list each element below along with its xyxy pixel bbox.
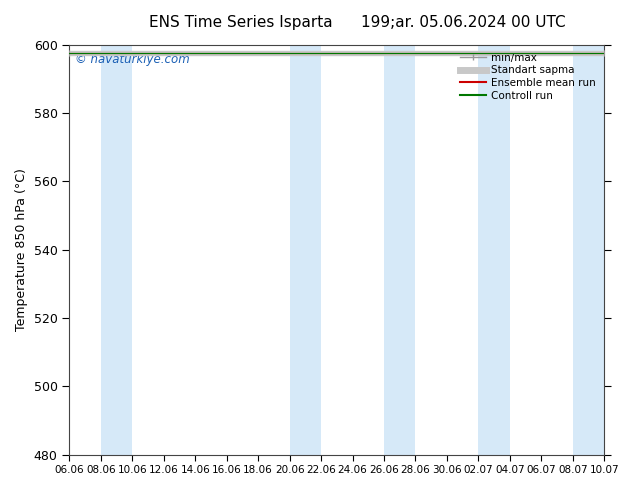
Text: © havaturkiye.com: © havaturkiye.com [75,53,190,66]
Y-axis label: Temperature 850 hPa (°C): Temperature 850 hPa (°C) [15,168,28,331]
Bar [290,45,321,455]
Text: 199;ar. 05.06.2024 00 UTC: 199;ar. 05.06.2024 00 UTC [361,15,565,30]
Bar [101,45,133,455]
Bar [573,45,604,455]
Text: ENS Time Series Isparta: ENS Time Series Isparta [149,15,333,30]
Bar [478,45,510,455]
Bar [384,45,415,455]
Legend: min/max, Standart sapma, Ensemble mean run, Controll run: min/max, Standart sapma, Ensemble mean r… [456,49,599,104]
